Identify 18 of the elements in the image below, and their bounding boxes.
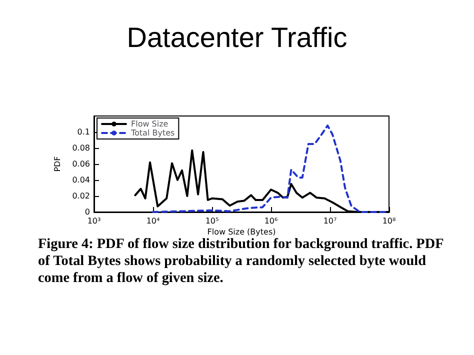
y-tick-label: 0.02 (72, 192, 90, 200)
y-axis-title: PDF (52, 156, 62, 172)
x-tick-label: 10⁵ (205, 216, 219, 226)
legend-label: Total Bytes (130, 128, 175, 138)
x-tick-label: 10³ (87, 216, 101, 226)
x-tick-label: 10⁴ (146, 216, 160, 226)
x-tick-label: 10⁶ (264, 216, 278, 226)
y-tick-label: 0.06 (72, 160, 90, 168)
caption: Figure 4: PDF of flow size distribution for background traffic. PDF of Total Bytes shows probability a randomly selected byte would come from a flow of given size. (38, 236, 444, 287)
y-tick-label: 0.1 (77, 128, 90, 136)
x-tick-label: 10⁷ (323, 216, 337, 226)
y-tick-label: 0.04 (72, 176, 90, 184)
y-tick-label: 0 (84, 208, 90, 216)
legend-label: Flow Size (131, 120, 168, 128)
y-tick-label: 0.08 (72, 144, 90, 152)
x-tick-label: 10⁸ (382, 216, 396, 226)
chart-title: Datacenter Traffic (126, 22, 348, 54)
x-axis-title: Flow Size (Bytes) (207, 228, 276, 236)
